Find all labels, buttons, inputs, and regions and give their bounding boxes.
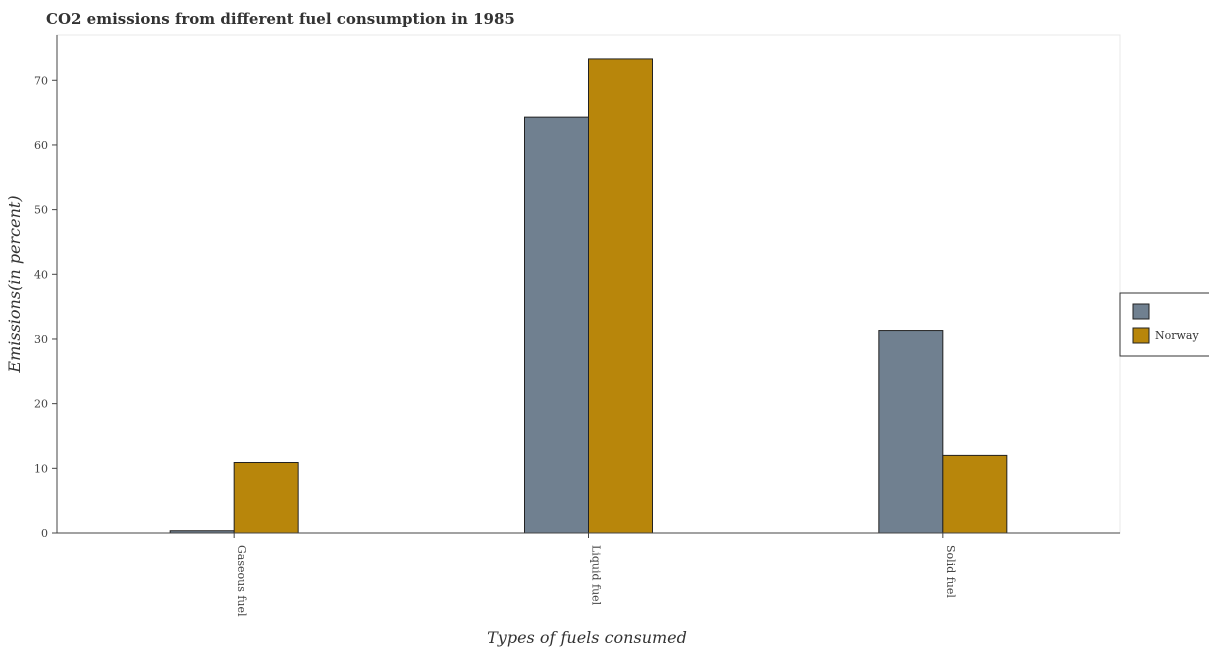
y-tick-label: 50 [34, 204, 48, 217]
legend: Norway [1119, 292, 1209, 357]
x-tick-label-liquid-fuel: Liquid fuel [590, 545, 603, 606]
x-tick-label-solid-fuel: Solid fuel [944, 545, 957, 598]
bar-series-2-gaseous-fuel [233, 462, 299, 534]
y-tick-label: 20 [34, 398, 48, 411]
bar-series-2-solid-fuel [942, 454, 1008, 534]
x-tick-label-gaseous-fuel: Gaseous fuel [235, 545, 248, 617]
bar-series-1-liquid-fuel [524, 116, 589, 534]
x-axis: Gaseous fuel Liquid fuel Solid fuel [233, 533, 957, 617]
legend-swatch-series-1 [1132, 303, 1150, 320]
x-axis-label: Types of fuels consumed [487, 628, 687, 647]
bar-series-1-solid-fuel [878, 330, 944, 534]
chart-title: CO2 emissions from different fuel consum… [46, 10, 515, 28]
bar-series-2-liquid-fuel [588, 58, 653, 534]
y-axis: 0 10 20 30 40 50 60 70 [34, 74, 57, 540]
legend-label-norway: Norway [1155, 329, 1199, 342]
y-tick-label: 40 [34, 268, 48, 281]
y-tick-label: 60 [34, 139, 48, 152]
y-tick-label: 0 [41, 527, 48, 540]
y-tick-label: 30 [34, 333, 48, 346]
y-tick-label: 70 [34, 74, 48, 87]
legend-box [1119, 292, 1209, 357]
y-axis-label: Emissions(in percent) [5, 195, 24, 373]
legend-swatch-norway [1132, 327, 1150, 344]
bars-group [169, 58, 1008, 534]
y-tick-label: 10 [34, 462, 48, 475]
